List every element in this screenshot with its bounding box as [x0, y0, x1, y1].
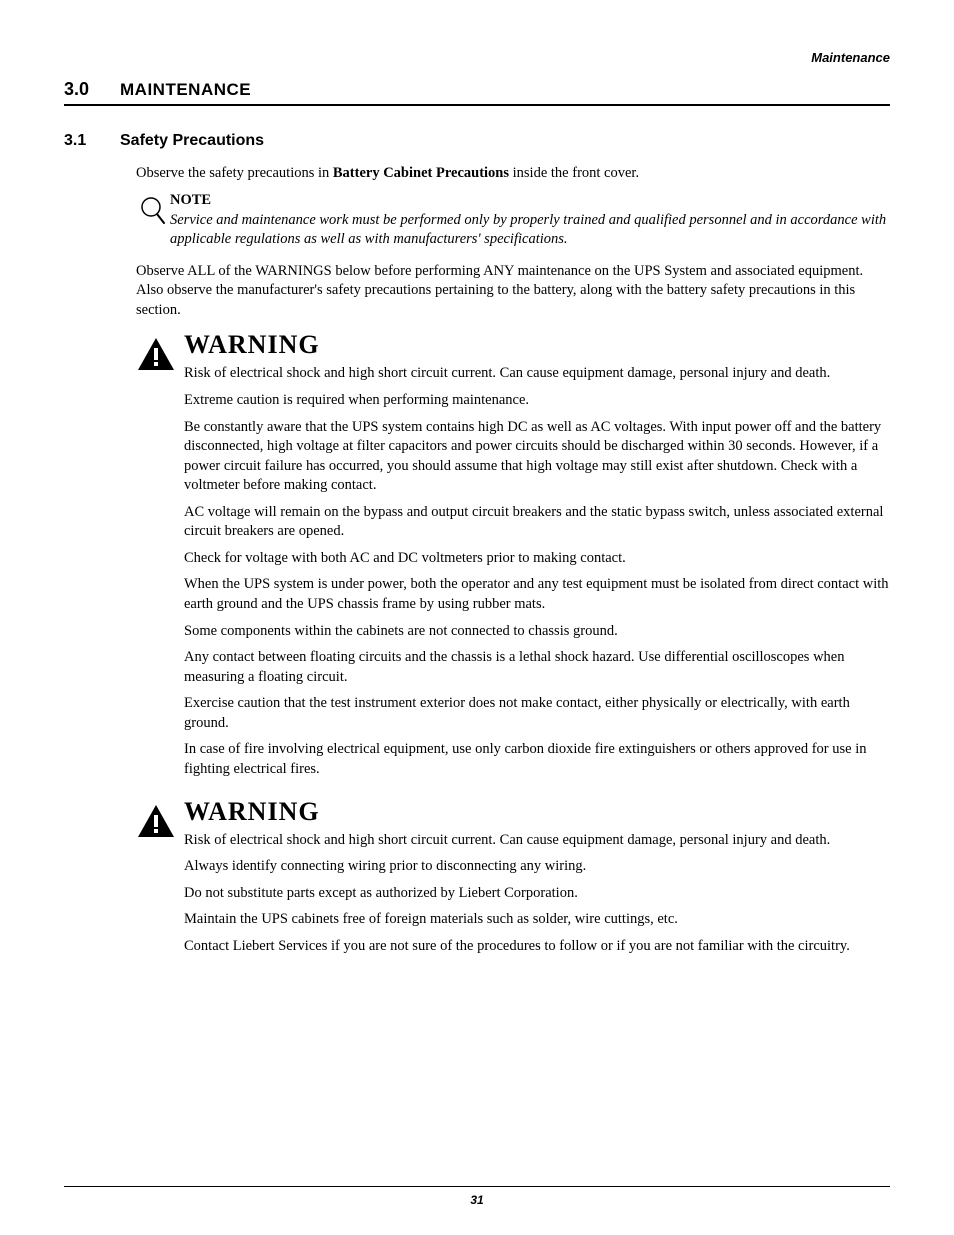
warning-item: AC voltage will remain on the bypass and… [184, 503, 890, 542]
warning-body-1: WARNING Risk of electrical shock and hig… [184, 330, 890, 786]
warning-triangle-icon [136, 330, 184, 786]
warning-body-2: WARNING Risk of electrical shock and hig… [184, 797, 890, 964]
header-right: Maintenance [64, 50, 890, 65]
warning-item: Contact Liebert Services if you are not … [184, 937, 890, 957]
warning-item: Do not substitute parts except as author… [184, 884, 890, 904]
section-title: MAINTENANCE [120, 80, 251, 100]
page: Maintenance 3.0 MAINTENANCE 3.1 Safety P… [0, 0, 954, 1235]
section-heading: 3.0 MAINTENANCE [64, 79, 890, 106]
section-number: 3.0 [64, 79, 120, 100]
warning-item: Some components within the cabinets are … [184, 622, 890, 642]
warning-item: Risk of electrical shock and high short … [184, 364, 890, 384]
warning-title-2: WARNING [184, 797, 890, 827]
intro-bold: Battery Cabinet Precautions [333, 165, 509, 181]
page-number: 31 [64, 1186, 890, 1207]
warning-item: Any contact between floating circuits an… [184, 648, 890, 687]
warning-item: Be constantly aware that the UPS system … [184, 418, 890, 496]
warning-item: Extreme caution is required when perform… [184, 391, 890, 411]
observe-para: Observe ALL of the WARNINGS below before… [136, 262, 890, 321]
note-body: NOTE Service and maintenance work must b… [170, 192, 890, 250]
warning-item: In case of fire involving electrical equ… [184, 740, 890, 779]
subsection-title: Safety Precautions [120, 132, 264, 150]
warning-block-1: WARNING Risk of electrical shock and hig… [136, 330, 890, 786]
warning-block-2: WARNING Risk of electrical shock and hig… [136, 797, 890, 964]
magnifier-icon [136, 192, 170, 250]
intro-pre: Observe the safety precautions in [136, 165, 333, 181]
warning-title-1: WARNING [184, 330, 890, 360]
warning-item: Always identify connecting wiring prior … [184, 857, 890, 877]
warning-triangle-icon [136, 797, 184, 964]
warning-item: Maintain the UPS cabinets free of foreig… [184, 910, 890, 930]
note-text: Service and maintenance work must be per… [170, 211, 890, 250]
warning-item: When the UPS system is under power, both… [184, 575, 890, 614]
note-block: NOTE Service and maintenance work must b… [136, 192, 890, 250]
section-title-text: MAINTENANCE [120, 80, 251, 99]
subsection-heading: 3.1 Safety Precautions [64, 132, 890, 150]
body-content: Observe the safety precautions in Batter… [136, 164, 890, 963]
subsection-number: 3.1 [64, 132, 120, 150]
note-label: NOTE [170, 192, 890, 209]
warning-item: Risk of electrical shock and high short … [184, 831, 890, 851]
warning-item: Check for voltage with both AC and DC vo… [184, 549, 890, 569]
intro-line: Observe the safety precautions in Batter… [136, 164, 890, 184]
intro-post: inside the front cover. [509, 165, 639, 181]
warning-item: Exercise caution that the test instrumen… [184, 694, 890, 733]
